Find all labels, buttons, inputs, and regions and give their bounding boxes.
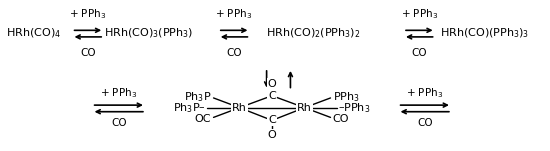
Text: C: C — [268, 115, 276, 125]
Text: Ph$_3$P: Ph$_3$P — [184, 90, 211, 104]
Text: O: O — [268, 130, 277, 140]
Text: –PPh$_3$: –PPh$_3$ — [338, 101, 371, 115]
Text: OC: OC — [195, 114, 211, 124]
Text: PPh$_3$: PPh$_3$ — [333, 90, 360, 104]
Text: + PPh$_3$: + PPh$_3$ — [401, 7, 438, 21]
Text: + PPh$_3$: + PPh$_3$ — [216, 7, 253, 21]
Text: HRh(CO)$_2$(PPh$_3$)$_2$: HRh(CO)$_2$(PPh$_3$)$_2$ — [267, 27, 361, 40]
Text: Rh: Rh — [297, 103, 312, 113]
Text: HRh(CO)$_4$: HRh(CO)$_4$ — [6, 27, 61, 40]
Text: CO: CO — [333, 114, 349, 124]
Text: C: C — [268, 91, 276, 101]
Text: + PPh$_3$: + PPh$_3$ — [100, 87, 138, 100]
Text: CO: CO — [111, 118, 126, 128]
Text: O: O — [268, 79, 277, 89]
Text: + PPh$_3$: + PPh$_3$ — [69, 7, 107, 21]
Text: CO: CO — [226, 48, 242, 58]
Text: + PPh$_3$: + PPh$_3$ — [406, 87, 443, 100]
Text: Ph$_3$P–: Ph$_3$P– — [173, 101, 206, 115]
Text: CO: CO — [80, 48, 96, 58]
Text: HRh(CO)(PPh$_3$)$_3$: HRh(CO)(PPh$_3$)$_3$ — [439, 27, 529, 40]
Text: CO: CO — [417, 118, 432, 128]
Text: Rh: Rh — [232, 103, 247, 113]
Text: HRh(CO)$_3$(PPh$_3$): HRh(CO)$_3$(PPh$_3$) — [104, 27, 193, 40]
Text: CO: CO — [411, 48, 427, 58]
